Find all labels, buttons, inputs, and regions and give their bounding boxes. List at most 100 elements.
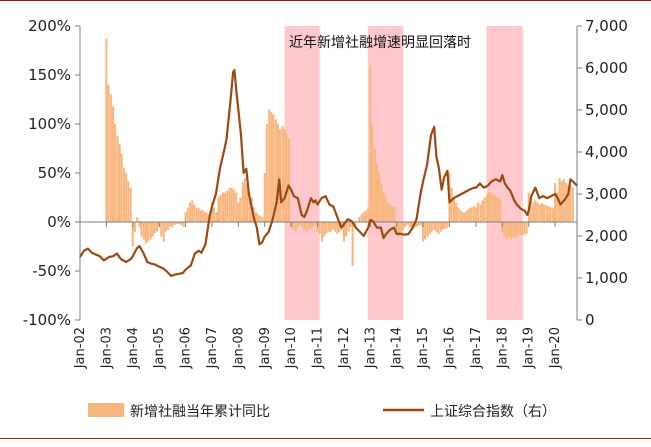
bar bbox=[116, 135, 119, 222]
shaded-periods bbox=[284, 26, 523, 320]
bar bbox=[338, 222, 341, 232]
right-axis-tick-label: 2,000 bbox=[585, 227, 628, 245]
bar bbox=[422, 222, 425, 242]
bar bbox=[272, 114, 275, 222]
bar bbox=[118, 143, 121, 222]
bar bbox=[307, 222, 310, 230]
legend-bar-swatch bbox=[88, 403, 124, 417]
bar bbox=[518, 222, 522, 235]
bar bbox=[342, 222, 345, 242]
bar bbox=[375, 163, 378, 222]
bar bbox=[437, 222, 440, 234]
bar bbox=[569, 185, 572, 222]
bar bbox=[446, 222, 449, 228]
x-axis-tick-label: Jan-06 bbox=[179, 327, 194, 369]
bar bbox=[189, 202, 192, 222]
bar bbox=[542, 204, 546, 222]
bar bbox=[509, 222, 513, 240]
bar bbox=[193, 204, 196, 222]
left-axis-tick-label: 50% bbox=[38, 164, 71, 182]
bar bbox=[430, 222, 433, 232]
bar bbox=[406, 222, 409, 225]
bar bbox=[248, 192, 251, 222]
left-axis-tick-label: 200% bbox=[28, 17, 71, 35]
bar bbox=[463, 212, 466, 222]
bar bbox=[213, 207, 216, 222]
bar bbox=[433, 222, 436, 230]
bar bbox=[191, 200, 194, 222]
bar bbox=[540, 203, 543, 222]
bar bbox=[114, 124, 117, 222]
bar bbox=[494, 196, 497, 222]
bar bbox=[125, 173, 128, 222]
bar bbox=[144, 222, 148, 244]
bar bbox=[180, 222, 183, 225]
bar bbox=[283, 128, 286, 222]
bar bbox=[202, 210, 205, 222]
left-axis-tick-label: 100% bbox=[28, 115, 71, 133]
left-axis-labels: 200% 150% 100% 50% 0% -50% -100% bbox=[23, 17, 71, 329]
bar bbox=[298, 222, 301, 225]
bar bbox=[123, 168, 126, 222]
bar bbox=[133, 222, 136, 232]
bar bbox=[131, 222, 134, 247]
bar bbox=[410, 222, 414, 230]
x-axis-tick-label: Jan-15 bbox=[416, 327, 431, 369]
bar bbox=[371, 124, 374, 222]
bar bbox=[560, 180, 563, 222]
bar bbox=[488, 192, 491, 222]
bar bbox=[281, 125, 284, 222]
bar bbox=[386, 202, 390, 222]
bar bbox=[197, 208, 200, 222]
bar bbox=[222, 192, 225, 222]
bar bbox=[351, 222, 354, 267]
bar bbox=[259, 216, 262, 222]
bar bbox=[474, 207, 477, 222]
bar bbox=[120, 153, 123, 222]
bar bbox=[270, 112, 273, 222]
bar bbox=[164, 222, 167, 232]
bar bbox=[296, 222, 299, 227]
x-axis-tick-label: Jan-05 bbox=[152, 327, 167, 369]
frame-top-rule bbox=[0, 0, 651, 1]
bar bbox=[151, 222, 154, 237]
bar bbox=[466, 210, 469, 222]
bar bbox=[349, 222, 352, 227]
bar bbox=[567, 184, 570, 222]
bar bbox=[109, 94, 112, 222]
bar bbox=[347, 222, 350, 232]
bar bbox=[301, 222, 304, 227]
bar bbox=[217, 197, 220, 222]
bar bbox=[450, 187, 453, 222]
x-axis-tick-label: Jan-17 bbox=[469, 327, 484, 369]
bar bbox=[369, 65, 372, 222]
bar bbox=[358, 217, 361, 222]
bar bbox=[556, 192, 559, 222]
bar bbox=[276, 124, 280, 222]
bar bbox=[470, 207, 473, 222]
bar bbox=[514, 222, 517, 237]
bar bbox=[147, 222, 150, 242]
x-axis-tick-label: Jan-14 bbox=[390, 327, 405, 369]
right-axis-tick-label: 3,000 bbox=[585, 185, 628, 203]
x-axis-tick-label: Jan-09 bbox=[258, 327, 273, 369]
bar bbox=[239, 197, 242, 222]
bar bbox=[206, 213, 209, 222]
bar bbox=[232, 189, 235, 222]
bar bbox=[523, 222, 526, 235]
right-axis-tick-label: 5,000 bbox=[585, 101, 628, 119]
bar bbox=[457, 207, 460, 222]
bar bbox=[292, 222, 295, 230]
bar bbox=[377, 173, 381, 222]
bar bbox=[428, 222, 431, 234]
shaded-period-1 bbox=[284, 26, 320, 320]
bar bbox=[279, 128, 282, 222]
bar bbox=[443, 222, 447, 229]
bar bbox=[224, 192, 227, 222]
bar bbox=[215, 212, 218, 222]
bar bbox=[397, 222, 400, 237]
legend: 新增社融当年累计同比 上证综合指数（右） bbox=[88, 403, 556, 420]
bar bbox=[127, 180, 130, 222]
bar bbox=[455, 202, 458, 222]
bar bbox=[261, 217, 264, 222]
